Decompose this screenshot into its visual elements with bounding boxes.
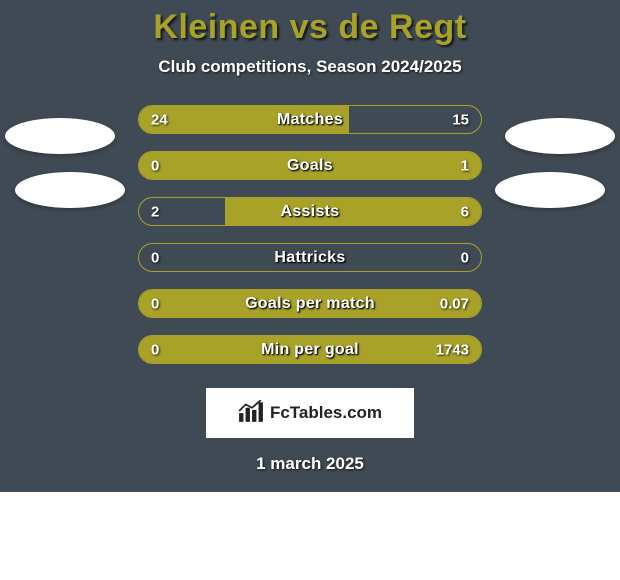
stat-value-left: 0 — [151, 341, 159, 358]
stat-value-right: 1743 — [436, 341, 469, 358]
bar-fill-right — [139, 152, 481, 179]
page-title: Kleinen vs de Regt — [0, 8, 620, 47]
stat-value-left: 24 — [151, 111, 168, 128]
stat-row: 2415Matches — [138, 105, 482, 134]
stat-value-right: 1 — [461, 157, 469, 174]
chart-icon — [238, 400, 264, 427]
comparison-panel: Kleinen vs de Regt Club competitions, Se… — [0, 0, 620, 492]
subtitle: Club competitions, Season 2024/2025 — [0, 57, 620, 77]
stat-value-left: 0 — [151, 295, 159, 312]
bar-fill-right — [225, 198, 482, 225]
bar-fill-right — [139, 336, 481, 363]
stat-row: 0 0Hattricks — [138, 243, 482, 272]
stat-row: 01Goals — [138, 151, 482, 180]
stat-value-right: 6 — [461, 203, 469, 220]
stat-row: 26Assists — [138, 197, 482, 226]
stat-value-left: 2 — [151, 203, 159, 220]
report-date: 1 march 2025 — [0, 454, 620, 474]
stat-value-right: 15 — [452, 111, 469, 128]
stat-value-right: 0.07 — [440, 295, 469, 312]
bar-fill-right — [139, 290, 481, 317]
stat-row: 00.07Goals per match — [138, 289, 482, 318]
stat-value-left: 0 — [151, 249, 159, 266]
stat-value-left: 0 — [151, 157, 159, 174]
branding-badge: FcTables.com — [206, 388, 414, 438]
stat-row: 01743Min per goal — [138, 335, 482, 364]
branding-text: FcTables.com — [270, 403, 382, 423]
bar-fill-left — [139, 106, 349, 133]
stat-label: Hattricks — [139, 249, 481, 267]
stat-value-right: 0 — [461, 249, 469, 266]
stat-rows: 2415Matches01Goals26Assists00Hattricks00… — [0, 105, 620, 384]
